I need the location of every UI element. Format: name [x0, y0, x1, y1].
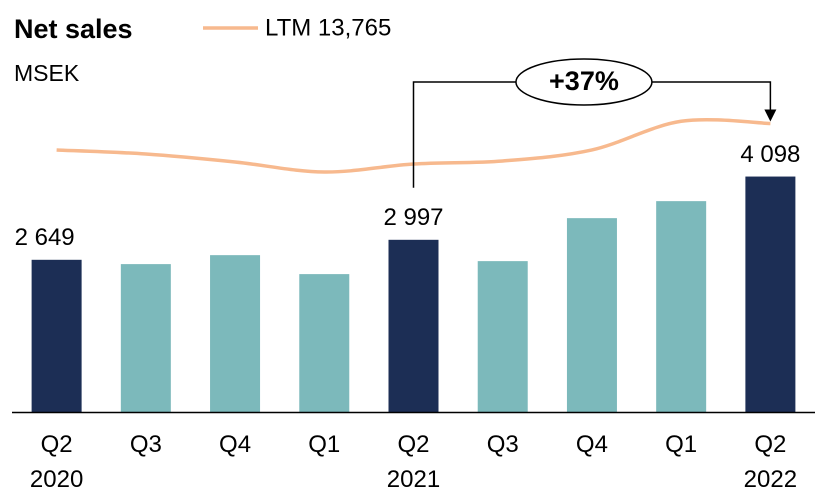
bar [388, 239, 439, 412]
data-label: 2 997 [383, 204, 443, 231]
bar [656, 201, 707, 412]
annotation-ellipse [515, 58, 653, 106]
chart-subtitle: MSEK [14, 60, 80, 86]
bar [31, 259, 82, 412]
bar [566, 218, 617, 412]
annotation-arrow [764, 109, 777, 122]
x-tick-label: Q3 [486, 431, 519, 458]
data-label: 4 098 [740, 141, 800, 168]
x-tick-label: Q1 [665, 431, 698, 458]
x-tick-label: Q2 2020 [29, 431, 84, 493]
legend-label: LTM 13,765 [265, 14, 391, 41]
x-tick-label: Q2 2022 [743, 431, 798, 493]
bar [210, 255, 261, 412]
x-tick-label: Q4 [219, 431, 252, 458]
chart-title: Net sales [14, 14, 133, 44]
x-tick-label: Q1 [308, 431, 341, 458]
x-tick-label: Q2 2021 [386, 431, 441, 493]
x-tick-label: Q3 [129, 431, 162, 458]
annotation-text: +37% [549, 66, 619, 96]
x-tick-label: Q4 [575, 431, 608, 458]
data-label: 2 649 [15, 224, 75, 251]
bar [120, 264, 171, 412]
bar [299, 274, 350, 412]
bar [477, 261, 528, 412]
bar [745, 176, 796, 412]
